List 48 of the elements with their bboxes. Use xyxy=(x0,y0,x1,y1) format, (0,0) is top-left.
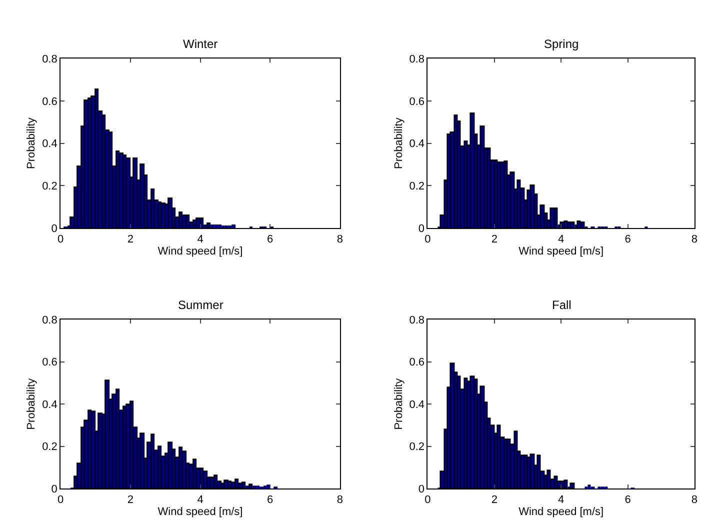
chart-title: Fall xyxy=(552,298,572,312)
y-tick-label: 0.4 xyxy=(409,138,425,150)
chart-title: Spring xyxy=(544,37,579,51)
y-tick-label: 0.2 xyxy=(409,441,425,454)
y-tick-label: 0 xyxy=(418,483,425,496)
x-tick-label: 6 xyxy=(267,494,274,506)
y-axis-title: Probability xyxy=(26,117,38,169)
y-axis-title: Probability xyxy=(392,117,405,169)
y-tick-label: 0.6 xyxy=(409,356,425,369)
y-tick-label: 0.6 xyxy=(42,356,58,369)
x-axis-title: Wind speed [m/s] xyxy=(158,245,243,258)
chart-title: Winter xyxy=(183,37,218,51)
x-tick-label: 2 xyxy=(491,494,498,506)
x-tick-label: 4 xyxy=(197,494,204,506)
x-tick-label: 8 xyxy=(336,494,344,506)
y-tick-label: 0 xyxy=(51,483,58,496)
chart-title: Summer xyxy=(178,298,224,312)
x-tick-label: 6 xyxy=(624,494,631,506)
x-axis-title: Wind speed [m/s] xyxy=(518,245,604,258)
y-tick-label: 0.4 xyxy=(409,398,425,411)
y-tick-label: 0.8 xyxy=(409,314,425,326)
x-tick-label: 8 xyxy=(691,233,698,246)
x-tick-label: 6 xyxy=(624,233,631,246)
y-tick-label: 0.8 xyxy=(42,53,58,66)
y-tick-label: 0.2 xyxy=(42,441,58,454)
x-axis-title: Wind speed [m/s] xyxy=(518,506,604,518)
x-tick-label: 4 xyxy=(197,233,204,246)
x-tick-label: 2 xyxy=(127,494,134,506)
y-tick-label: 0.6 xyxy=(42,96,58,108)
x-tick-label: 4 xyxy=(558,233,564,246)
x-tick-label: 6 xyxy=(267,233,274,246)
y-tick-label: 0 xyxy=(418,222,425,235)
y-tick-label: 0.4 xyxy=(42,138,58,150)
y-tick-label: 0.8 xyxy=(42,314,58,326)
x-tick-label: 2 xyxy=(127,233,134,246)
x-tick-label: 2 xyxy=(491,233,498,246)
x-tick-label: 8 xyxy=(691,494,698,506)
y-axis-title: Probability xyxy=(26,378,38,430)
x-axis-title: Wind speed [m/s] xyxy=(158,506,243,518)
y-tick-label: 0.2 xyxy=(42,180,58,193)
y-tick-label: 0.2 xyxy=(409,180,425,193)
y-tick-label: 0.4 xyxy=(42,398,58,411)
y-tick-label: 0.6 xyxy=(409,96,425,108)
y-tick-label: 0.8 xyxy=(409,53,425,66)
y-axis-title: Probability xyxy=(392,378,405,430)
x-tick-label: 4 xyxy=(558,494,564,506)
y-tick-label: 0 xyxy=(51,222,58,235)
x-tick-label: 8 xyxy=(336,233,344,246)
